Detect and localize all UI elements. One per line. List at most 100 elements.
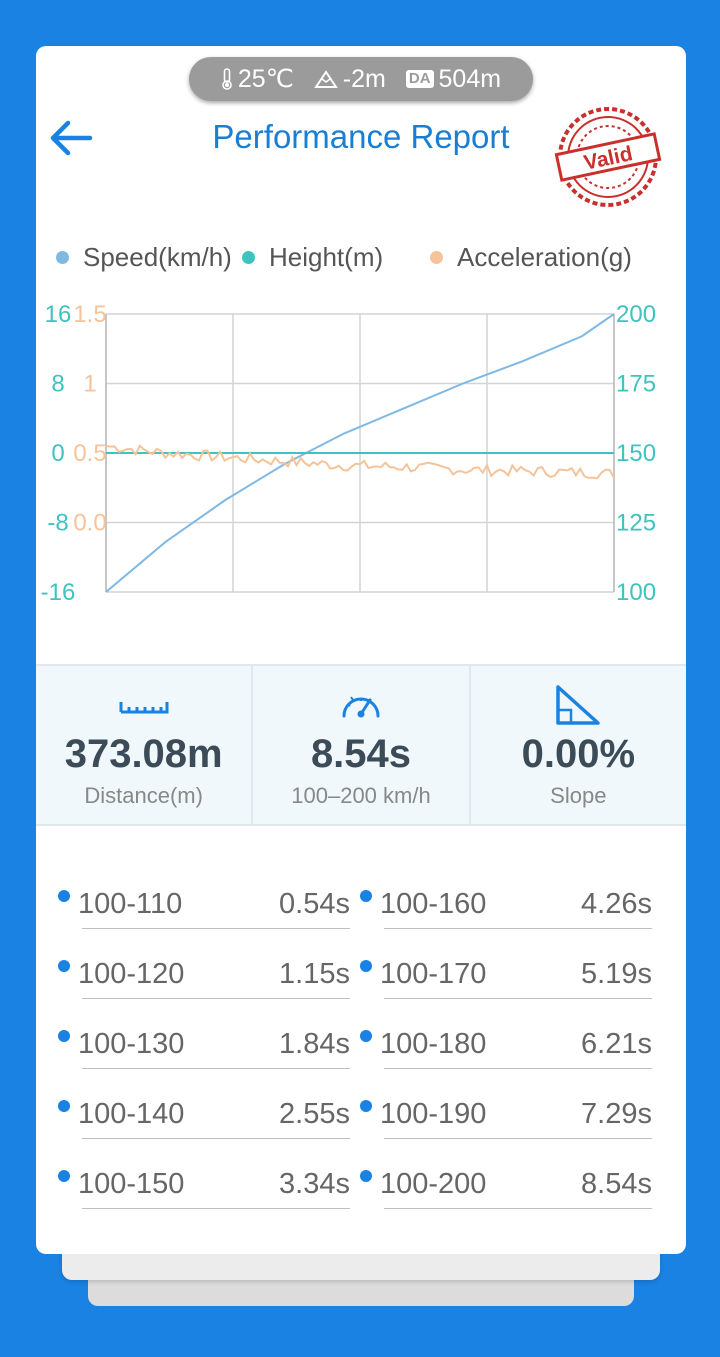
split-time: 7.29s	[581, 1098, 652, 1130]
right-axis-tick: 125	[616, 510, 656, 537]
split-row: 100-150 3.34s	[58, 1156, 350, 1226]
left-axis-tick: 0	[51, 440, 64, 467]
split-divider	[82, 998, 350, 999]
split-range: 100-110	[78, 888, 183, 920]
split-row: 100-130 1.84s	[58, 1016, 350, 1086]
split-bullet-icon	[360, 1170, 372, 1182]
split-range: 100-150	[78, 1168, 185, 1200]
left-axis-tick: -8	[47, 510, 68, 537]
split-divider	[384, 998, 652, 999]
left-axis-tick: 8	[51, 371, 64, 398]
split-time: 4.26s	[581, 888, 652, 920]
split-bullet-icon	[360, 1030, 372, 1042]
page-title: Performance Report	[212, 118, 510, 155]
acceleration-axis-tick: 0.0	[73, 510, 106, 537]
performance-chart: 16 8 0 -8 -16 1.5 1 0.5 0.0 200 175 150 125 100	[41, 301, 656, 606]
split-time: 5.19s	[581, 958, 652, 990]
density-altitude-icon: DA	[405, 70, 434, 88]
split-row: 100-160 4.26s	[360, 876, 652, 946]
speedometer-icon	[342, 696, 380, 718]
split-bullet-icon	[58, 1100, 70, 1112]
legend-label-acceleration: Acceleration(g)	[457, 242, 632, 272]
time-range-label: 100–200 km/h	[291, 783, 431, 808]
valid-stamp-icon: Valid	[554, 107, 662, 207]
distance-label: Distance(m)	[84, 783, 203, 808]
split-range: 100-180	[380, 1028, 487, 1060]
stat-slope: 0.00% Slope	[471, 666, 686, 824]
slope-value: 0.00%	[521, 732, 636, 776]
left-axis-tick: -16	[41, 579, 76, 606]
legend-dot-height	[242, 251, 255, 264]
report-card: 25℃ -2m DA 504m Performance Report Valid	[36, 46, 686, 1254]
split-time: 2.55s	[279, 1098, 350, 1130]
split-row: 100-190 7.29s	[360, 1086, 652, 1156]
acceleration-series-line	[105, 444, 615, 480]
split-row: 100-140 2.55s	[58, 1086, 350, 1156]
right-axis-tick: 100	[616, 579, 656, 606]
split-divider	[82, 928, 350, 929]
acceleration-axis-tick: 1	[83, 371, 96, 398]
split-row: 100-180 6.21s	[360, 1016, 652, 1086]
legend-item-height: Height(m)	[242, 242, 383, 273]
split-bullet-icon	[58, 960, 70, 972]
split-divider	[82, 1138, 350, 1139]
split-range: 100-200	[380, 1168, 487, 1200]
split-range: 100-130	[78, 1028, 185, 1060]
legend-item-speed: Speed(km/h)	[56, 242, 232, 273]
split-bullet-icon	[360, 890, 372, 902]
split-divider	[384, 1068, 652, 1069]
legend-dot-acceleration	[430, 251, 443, 264]
split-time: 0.54s	[279, 888, 350, 920]
split-row: 100-120 1.15s	[58, 946, 350, 1016]
split-time: 1.15s	[279, 958, 350, 990]
altitude-value: -2m	[342, 64, 386, 93]
ruler-icon	[119, 702, 169, 714]
temperature-value: 25℃	[237, 65, 294, 93]
speed-series-line	[105, 313, 615, 593]
split-range: 100-140	[78, 1098, 185, 1130]
stat-distance: 373.08m Distance(m)	[36, 666, 254, 824]
split-time: 1.84s	[279, 1028, 350, 1060]
right-axis-tick: 175	[616, 371, 656, 398]
slope-icon	[556, 685, 601, 725]
mountain-icon	[313, 70, 338, 88]
left-axis-tick: 16	[45, 301, 72, 328]
back-arrow-icon[interactable]	[48, 118, 94, 158]
time-value: 8.54s	[310, 732, 412, 776]
right-axis-tick: 200	[616, 301, 656, 328]
acceleration-axis-tick: 0.5	[73, 440, 106, 467]
thermometer-icon	[222, 68, 232, 90]
stat-time: 8.54s 100–200 km/h	[253, 666, 471, 824]
density-altitude-value: 504m	[438, 64, 502, 93]
environment-pill: 25℃ -2m DA 504m	[189, 57, 533, 101]
split-bullet-icon	[360, 1100, 372, 1112]
split-bullet-icon	[58, 1170, 70, 1182]
legend-item-acceleration: Acceleration(g)	[430, 242, 632, 273]
density-altitude-readout: DA 504m	[405, 64, 502, 94]
split-range: 100-120	[78, 958, 185, 990]
split-divider	[82, 1208, 350, 1209]
split-bullet-icon	[58, 1030, 70, 1042]
distance-value: 373.08m	[64, 732, 223, 776]
split-bullet-icon	[360, 960, 372, 972]
acceleration-axis-tick: 1.5	[73, 301, 106, 328]
stats-panel: 373.08m Distance(m) 8.54s 100–200 km/h	[36, 664, 686, 826]
split-range: 100-160	[380, 888, 487, 920]
split-range: 100-170	[380, 958, 487, 990]
legend-dot-speed	[56, 251, 69, 264]
slope-label: Slope	[550, 783, 607, 808]
altitude-readout: -2m	[313, 64, 386, 94]
split-range: 100-190	[380, 1098, 487, 1130]
split-row: 100-170 5.19s	[360, 946, 652, 1016]
split-time: 6.21s	[581, 1028, 652, 1060]
split-divider	[82, 1068, 350, 1069]
split-time: 3.34s	[279, 1168, 350, 1200]
split-divider	[384, 928, 652, 929]
split-row: 100-200 8.54s	[360, 1156, 652, 1226]
split-divider	[384, 1208, 652, 1209]
temperature-readout: 25℃	[221, 64, 294, 94]
split-divider	[384, 1138, 652, 1139]
legend-label-height: Height(m)	[269, 242, 384, 272]
legend-label-speed: Speed(km/h)	[83, 242, 232, 272]
right-axis-tick: 150	[616, 440, 656, 467]
